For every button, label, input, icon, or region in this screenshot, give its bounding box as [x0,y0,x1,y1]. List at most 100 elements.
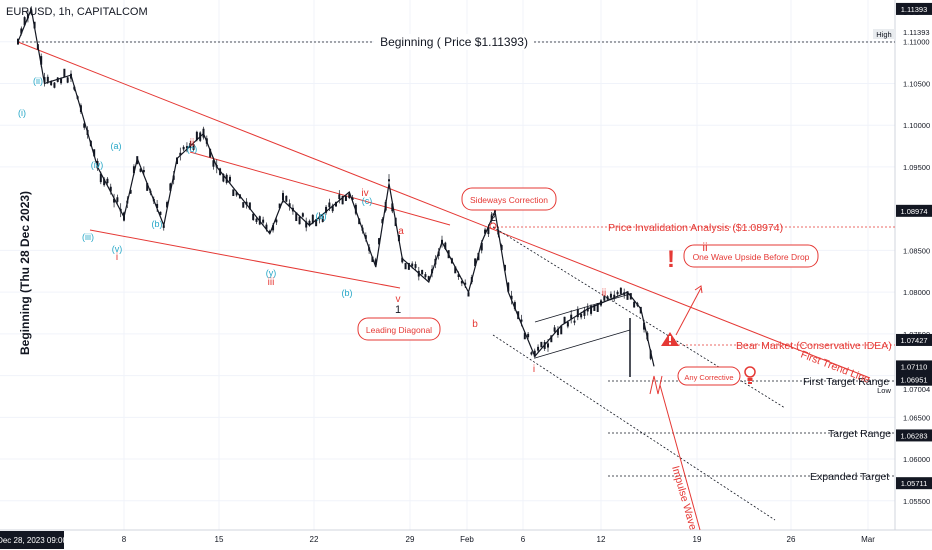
flag-lower-line[interactable] [534,329,631,359]
diagonal-upper-line[interactable] [189,151,451,226]
candle-body [159,211,162,215]
diagonal-lower-line[interactable] [89,229,401,289]
price-tick-label: 1.05500 [903,497,930,506]
candle-body [590,306,593,314]
candle-body [540,341,543,348]
channel-upper-line[interactable] [492,226,786,409]
candle-body [285,195,288,202]
candle-body [507,282,510,292]
sideways-correction-text: Sideways Correction [470,195,548,205]
price-badge-bg [896,204,932,217]
candle-body [46,76,49,82]
candle-body [424,274,427,278]
expanded-target-label: Expanded Target [810,471,889,483]
candle-body [308,220,311,226]
candle-body [106,178,109,184]
price-tick-label: 1.10000 [903,121,930,130]
wave-label-black: 1 [395,304,401,316]
candle-body [460,280,463,284]
candle-body [43,77,46,83]
candle-body [318,216,321,220]
low-label: Low [877,386,891,395]
wave-label-cyan: (b) [342,288,353,298]
exclamation-icon: ! [667,246,675,273]
candle-body [248,202,251,210]
candle-body [487,227,490,235]
price-tick-label: 1.06000 [903,455,930,464]
time-axis: 8 15 22 29 Feb 6 12 19 26 Mar [122,535,875,544]
warning-triangle-icon [661,332,679,346]
first-trend-line[interactable] [17,41,871,379]
price-tick-label: 1.06500 [903,413,930,422]
candle-body [464,282,467,285]
price-badge-bg [896,373,932,386]
candle-body [83,123,86,128]
candle-body [295,212,298,222]
high-tag-bg [873,29,895,39]
candle-body [341,195,344,205]
beginning-line-label: Beginning ( Price $1.11393) [380,35,528,49]
wave-label-red: ii [602,288,606,299]
candle-body [474,258,477,267]
candle-body [609,293,612,298]
wave-label-red: i [533,364,535,375]
candle-body [520,319,523,322]
candle-body [265,224,268,230]
candle-body [454,266,457,274]
candle-body [179,152,182,156]
candle-body [169,183,172,191]
wave-label-red: ii [190,138,194,149]
candle-body [331,205,334,212]
candle-body [576,309,579,318]
channel-lower-line[interactable] [492,334,776,521]
candle-body [348,193,351,199]
wave-label-red: b [472,319,478,330]
candle-body [23,17,26,26]
any-corrective-text: Any Corrective [684,373,733,382]
candle-body [401,257,404,263]
candle-body [245,201,248,206]
any-corrective-callout[interactable] [677,366,741,386]
candle-body [338,194,341,200]
current-date-tag [0,531,64,549]
candle-body [411,263,414,267]
wave-label-red: v [396,294,401,305]
candle-body [20,28,23,34]
bear-market-label: Bear Market (Conservative IDEA) [736,340,892,352]
candle-body [484,229,487,234]
candle-body [103,178,106,186]
candle-body [378,238,381,245]
projection-up-arrowhead [694,285,703,294]
price-tick-label: 1.08000 [903,288,930,297]
one-wave-upside-callout[interactable] [683,244,819,268]
candle-body [560,326,563,335]
candle-body [613,294,616,298]
lightbulb-icon [744,366,756,384]
candle-body [391,203,394,212]
candle-body [40,56,43,65]
candle-body [593,304,596,311]
candle-body [288,203,291,207]
candle-body [467,292,470,297]
candle-body [643,322,646,330]
sideways-correction-callout[interactable] [461,187,557,211]
candle-body [596,303,599,312]
wave-label-red: ii [702,240,707,254]
leading-diagonal-callout[interactable] [357,317,441,341]
candle-body [523,332,526,340]
candle-body [93,149,96,157]
wave-label-cyan: (iii) [82,232,94,242]
candle-body [113,198,116,203]
wave-label-cyan: (iv) [91,160,104,170]
wave-label-black: 2 [490,212,496,224]
price-badge: 1.06951 [900,376,927,385]
candle-body [282,193,284,201]
candle-body [381,219,384,224]
candle-body [262,219,265,223]
candle-body [570,314,573,319]
price-tick-label: 1.08500 [903,246,930,255]
candle-body [603,296,606,301]
time-tick-label: 19 [693,535,702,544]
price-badge: 1.08974 [900,207,927,216]
